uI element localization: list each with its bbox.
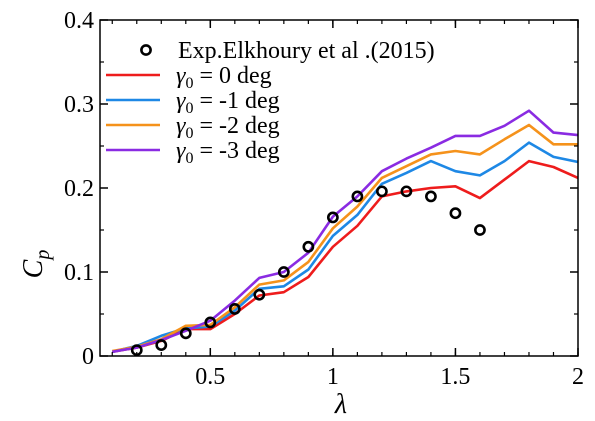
legend-label-0: γ0 = 0 deg [176, 63, 272, 92]
series-line-2 [112, 123, 578, 353]
series-line-0 [112, 159, 578, 354]
y-axis-title: Cp [18, 250, 54, 279]
legend-marker-experiment [140, 44, 152, 56]
experiment-point [425, 190, 437, 203]
experiment-point [228, 303, 241, 315]
experiment-point [375, 185, 388, 198]
axes-group [99, 19, 579, 357]
experiment-point [449, 207, 462, 220]
experiment-point [155, 339, 168, 351]
x-tick-label: 2 [572, 364, 584, 390]
legend-label-2: γ0 = -2 deg [176, 113, 280, 142]
x-tick-label: 0.5 [195, 364, 225, 390]
experiment-point [302, 240, 315, 253]
experiment-point [204, 316, 217, 329]
plot-frame [99, 19, 579, 357]
experiment-point [326, 211, 339, 224]
y-tick-label: 0.4 [64, 8, 94, 34]
legend-label-1: γ0 = -1 deg [176, 88, 280, 117]
experiment-point [400, 185, 413, 198]
legend-label-experiment: Exp.Elkhoury et al .(2015) [178, 38, 435, 64]
experiment-point [179, 327, 192, 340]
y-tick-label: 0.1 [64, 260, 94, 286]
y-tick-label: 0.3 [64, 92, 94, 118]
x-tick-label: 1 [327, 364, 339, 390]
legend-label-3: γ0 = -3 deg [176, 138, 280, 167]
experiment-point [474, 224, 486, 236]
svg-text:Cp: Cp [18, 250, 54, 279]
y-tick-label: 0 [82, 344, 94, 370]
experiment-point [277, 266, 290, 278]
x-tick-label: 1.5 [440, 364, 470, 390]
x-axis-title: λ [334, 389, 347, 420]
experiment-point [351, 190, 364, 203]
experiment-point [253, 288, 266, 301]
y-tick-label: 0.2 [64, 176, 94, 202]
ticks-group: 0.5 1 1.5 2 0 0.1 0.2 0.3 0.4 [64, 8, 584, 390]
series-line-1 [111, 141, 578, 354]
